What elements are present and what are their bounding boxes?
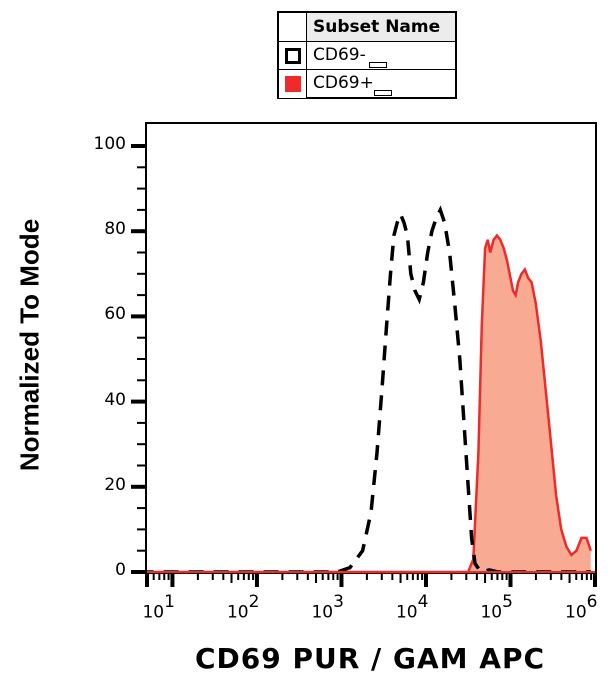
y-tick-label: 60 [104, 304, 126, 325]
x-tick-label: 104 [395, 592, 429, 623]
hollow-square-icon [285, 48, 301, 64]
y-axis-ticks [131, 144, 146, 574]
legend-label: CD69+ [313, 73, 374, 93]
cd69-pos-area [138, 235, 591, 572]
legend-row-cd69-neg: CD69- [279, 42, 455, 70]
y-tick-label: 80 [104, 219, 126, 240]
y-tick-label: 40 [104, 389, 126, 410]
y-axis-title: Normalized To Mode [14, 218, 45, 472]
y-tick-label: 0 [115, 560, 126, 580]
legend-mini-box [374, 90, 392, 96]
x-tick-label: 106 [565, 592, 598, 623]
cd69-neg-line [138, 205, 591, 574]
legend-table: Subset Name CD69- CD69+ [277, 11, 457, 99]
y-tick-label: 20 [104, 474, 126, 495]
legend-row-cd69-pos: CD69+ [279, 70, 455, 98]
legend-mini-box [369, 62, 387, 68]
x-tick-label: 102 [226, 592, 260, 623]
legend-swatch-cell [279, 13, 307, 41]
legend-swatch-cell [279, 42, 307, 69]
filled-red-square-icon [285, 76, 301, 92]
x-axis-title: CD69 PUR / GAM APC [194, 642, 546, 675]
x-tick-label: 101 [142, 592, 175, 623]
y-tick-label: 100 [93, 134, 126, 154]
cd69-pos-line [138, 233, 592, 574]
x-tick-label: 103 [311, 592, 344, 623]
legend-label: CD69- [313, 45, 366, 65]
x-axis-ticks [145, 573, 597, 587]
legend-swatch-cell [279, 70, 307, 98]
legend-header-row: Subset Name [279, 13, 455, 42]
x-tick-label: 105 [480, 592, 513, 623]
legend-header: Subset Name [313, 17, 441, 37]
